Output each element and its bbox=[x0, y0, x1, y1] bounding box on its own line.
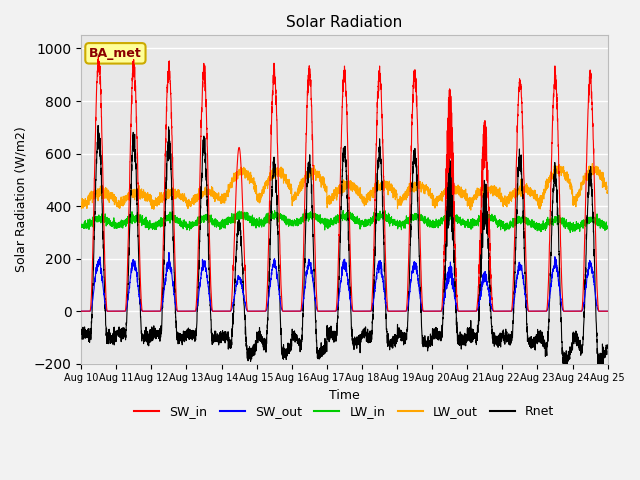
Title: Solar Radiation: Solar Radiation bbox=[286, 15, 403, 30]
X-axis label: Time: Time bbox=[329, 389, 360, 402]
Text: BA_met: BA_met bbox=[89, 47, 142, 60]
Y-axis label: Solar Radiation (W/m2): Solar Radiation (W/m2) bbox=[15, 127, 28, 273]
Legend: SW_in, SW_out, LW_in, LW_out, Rnet: SW_in, SW_out, LW_in, LW_out, Rnet bbox=[129, 400, 559, 423]
